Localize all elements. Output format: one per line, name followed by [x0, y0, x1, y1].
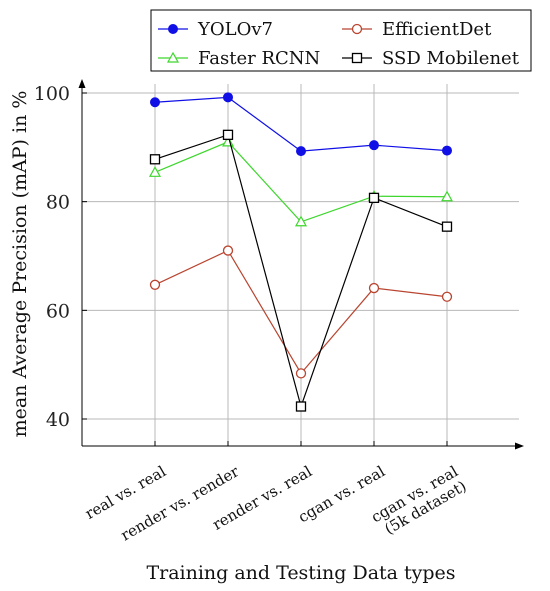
y-tick-label: 40: [46, 409, 70, 431]
legend-entry: SSD Mobilenet: [342, 48, 520, 69]
x-tick-label-group: render vs. render: [118, 462, 243, 545]
legend-entry: Faster RCNN: [158, 48, 320, 69]
legend-marker: [166, 51, 180, 63]
series-yolov7: [150, 92, 452, 157]
data-point: [441, 291, 453, 302]
legend-marker: [351, 52, 363, 64]
data-point: [368, 282, 380, 294]
data-series: [148, 92, 454, 412]
data-point: [440, 190, 454, 202]
data-point: [222, 245, 234, 256]
legend-label: Faster RCNN: [198, 48, 320, 69]
y-tick-label: 100: [34, 83, 70, 105]
y-axis-arrow: [78, 79, 86, 88]
data-point: [150, 97, 160, 108]
data-point: [296, 146, 306, 157]
x-axis-title: Training and Testing Data types: [146, 562, 455, 584]
data-point: [149, 279, 161, 290]
legend-marker: [168, 24, 178, 34]
data-point: [223, 92, 233, 103]
y-axis-title: mean Average Precision (mAP) in %: [9, 91, 31, 438]
y-tick-label: 60: [46, 300, 70, 322]
data-point: [369, 140, 379, 151]
legend-label: YOLOv7: [197, 19, 273, 40]
y-tick-label: 80: [46, 192, 70, 214]
data-point: [442, 145, 452, 156]
data-point: [441, 221, 453, 232]
data-point: [368, 192, 380, 204]
data-point: [295, 401, 307, 412]
data-point: [294, 215, 308, 227]
legend-label: SSD Mobilenet: [382, 48, 520, 69]
x-tick-label: render vs. render: [118, 462, 243, 545]
y-tick-labels: 40 60 80 100: [34, 83, 87, 431]
legend: YOLOv7 EfficientDet Faster RCNN SSD Mobilen…: [150, 9, 532, 72]
legend-entry: YOLOv7: [158, 19, 273, 40]
series-ssd-mobilenet: [149, 129, 453, 412]
data-point: [148, 166, 162, 177]
legend-marker: [351, 23, 363, 35]
grid-lines: [82, 84, 519, 446]
data-point: [222, 129, 234, 140]
legend-entry: EfficientDet: [342, 19, 492, 40]
series-efficientdet: [149, 245, 453, 379]
legend-label: EfficientDet: [382, 19, 492, 40]
legend-box: [150, 9, 532, 72]
data-point: [295, 368, 307, 379]
data-point: [149, 154, 161, 165]
x-axis-arrow: [515, 442, 524, 450]
